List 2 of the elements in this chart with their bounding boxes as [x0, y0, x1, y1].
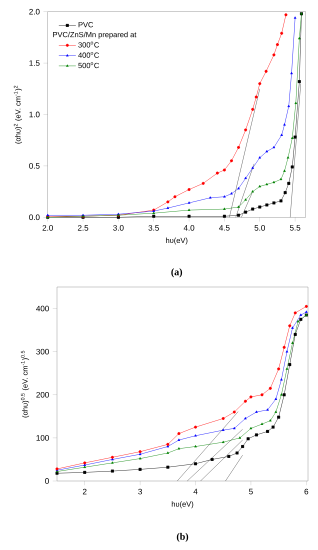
text: (a): [171, 268, 182, 278]
text: (b): [176, 532, 188, 542]
